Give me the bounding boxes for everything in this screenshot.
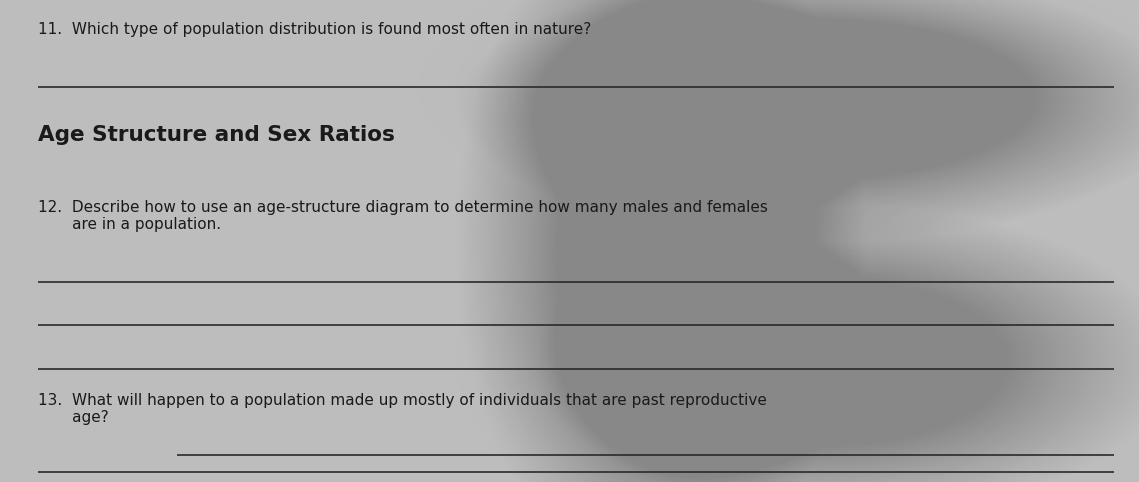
- Text: 12.  Describe how to use an age-structure diagram to determine how many males an: 12. Describe how to use an age-structure…: [38, 200, 768, 232]
- Text: Age Structure and Sex Ratios: Age Structure and Sex Ratios: [38, 125, 394, 145]
- Text: 13.  What will happen to a population made up mostly of individuals that are pas: 13. What will happen to a population mad…: [38, 393, 767, 425]
- Text: 11.  Which type of population distribution is found most often in nature?: 11. Which type of population distributio…: [38, 22, 591, 37]
